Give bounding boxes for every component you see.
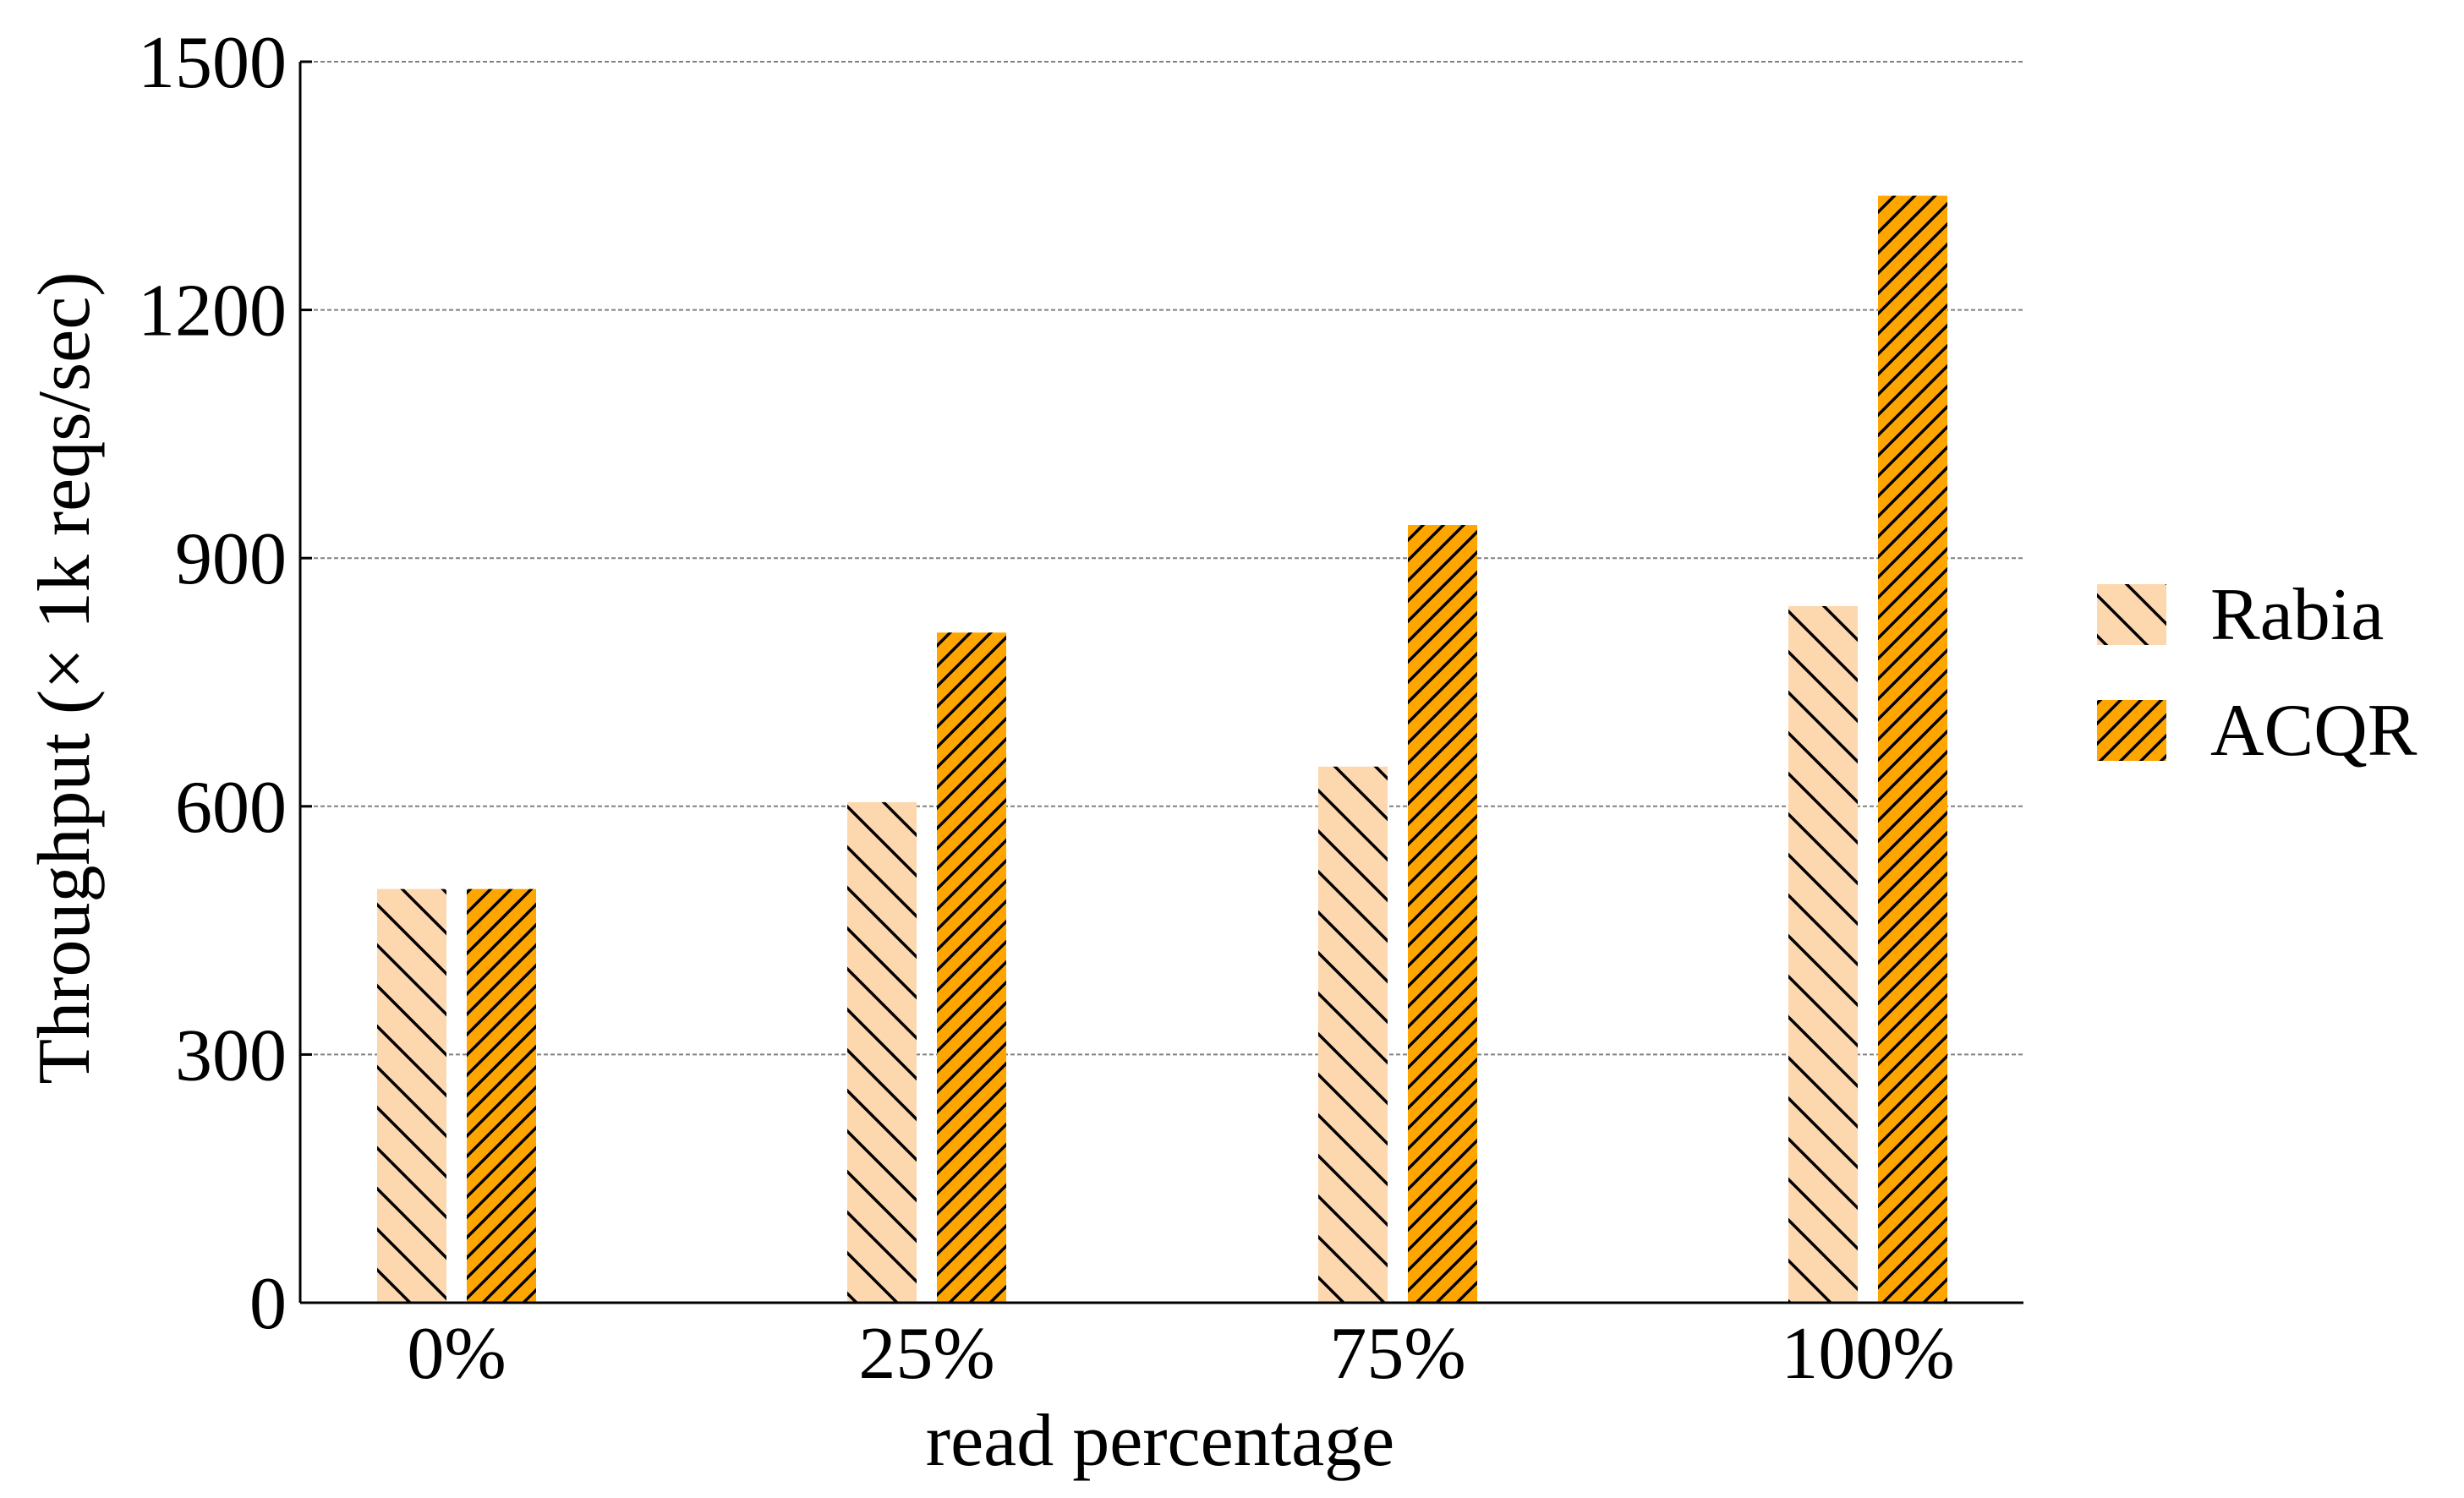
x-axis-title: read percentage (926, 1400, 1394, 1482)
axes (298, 62, 2023, 1304)
bar-hatch-acqr-1 (937, 632, 1006, 1303)
bar-hatch-acqr-2 (1408, 525, 1477, 1303)
bar-hatch-rabia-3 (1788, 605, 1858, 1303)
x-tick-label-3: 100% (1781, 1313, 1954, 1395)
gridlines (300, 61, 2023, 1056)
y-tick-label-900: 900 (175, 518, 287, 600)
legend-label-rabia: Rabia (2210, 574, 2384, 656)
legend-swatch-hatch-acqr (2097, 700, 2166, 761)
legend: Rabia ACQR (2097, 574, 2417, 772)
y-tick-label-600: 600 (175, 767, 287, 849)
bars (377, 195, 1947, 1304)
bar-hatch-rabia-1 (847, 801, 917, 1303)
legend-label-acqr: ACQR (2210, 690, 2417, 772)
x-tick-label-0: 0% (407, 1313, 506, 1395)
x-tick-label-2: 75% (1329, 1313, 1465, 1395)
y-axis-title: Throughput (× 1k reqs/sec) (24, 271, 106, 1084)
y-tick-label-1500: 1500 (138, 22, 287, 104)
bar-hatch-rabia-0 (377, 888, 446, 1303)
x-tick-labels: 0% 25% 75% 100% (407, 1313, 1954, 1395)
bar-hatch-acqr-0 (467, 888, 536, 1303)
bar-hatch-acqr-3 (1878, 195, 1947, 1304)
y-tick-label-1200: 1200 (138, 271, 287, 353)
y-tick-label-300: 300 (175, 1014, 287, 1096)
y-tick-labels: 0 300 600 900 1200 1500 (138, 22, 312, 1345)
bar-hatch-rabia-2 (1318, 766, 1388, 1303)
y-tick-label-0: 0 (249, 1263, 287, 1345)
x-tick-label-1: 25% (858, 1313, 994, 1395)
legend-swatch-hatch-rabia (2097, 584, 2166, 645)
